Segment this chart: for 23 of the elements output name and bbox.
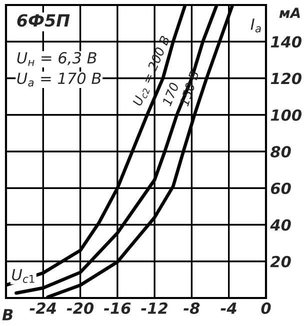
annotation: U$_{c1}$	[12, 269, 34, 283]
x-tick-label: -4	[220, 302, 236, 314]
text: 170	[162, 82, 180, 106]
y-tick-label: 80	[270, 146, 291, 158]
text: 150 В	[179, 70, 200, 107]
x-tick-label: -8	[184, 302, 200, 314]
y-tick-label: 100	[270, 109, 302, 121]
x-tick-label: -12	[141, 302, 168, 314]
x-tick-label: -20	[66, 302, 94, 314]
y-tick-label: 60	[270, 182, 291, 194]
annotation: U$_{н}$ = 6,3 В	[17, 52, 96, 66]
y-tick-label: 40	[270, 219, 291, 231]
annotation: I$_{а}$	[250, 18, 261, 32]
chart-title: 6Ф5П	[17, 14, 70, 27]
y-tick-label: 20	[270, 256, 291, 268]
x-tick-label: 0	[261, 302, 271, 314]
x-tick-label: -24	[30, 302, 56, 314]
x-tick-label: -16	[104, 302, 131, 314]
y-tick-label: 140	[270, 36, 302, 48]
y-axis-title: мА	[279, 8, 300, 18]
x-axis-title: В	[2, 309, 13, 320]
y-tick-label: 120	[270, 72, 302, 84]
annotation: U$_{а}$ = 170 В	[17, 72, 101, 87]
